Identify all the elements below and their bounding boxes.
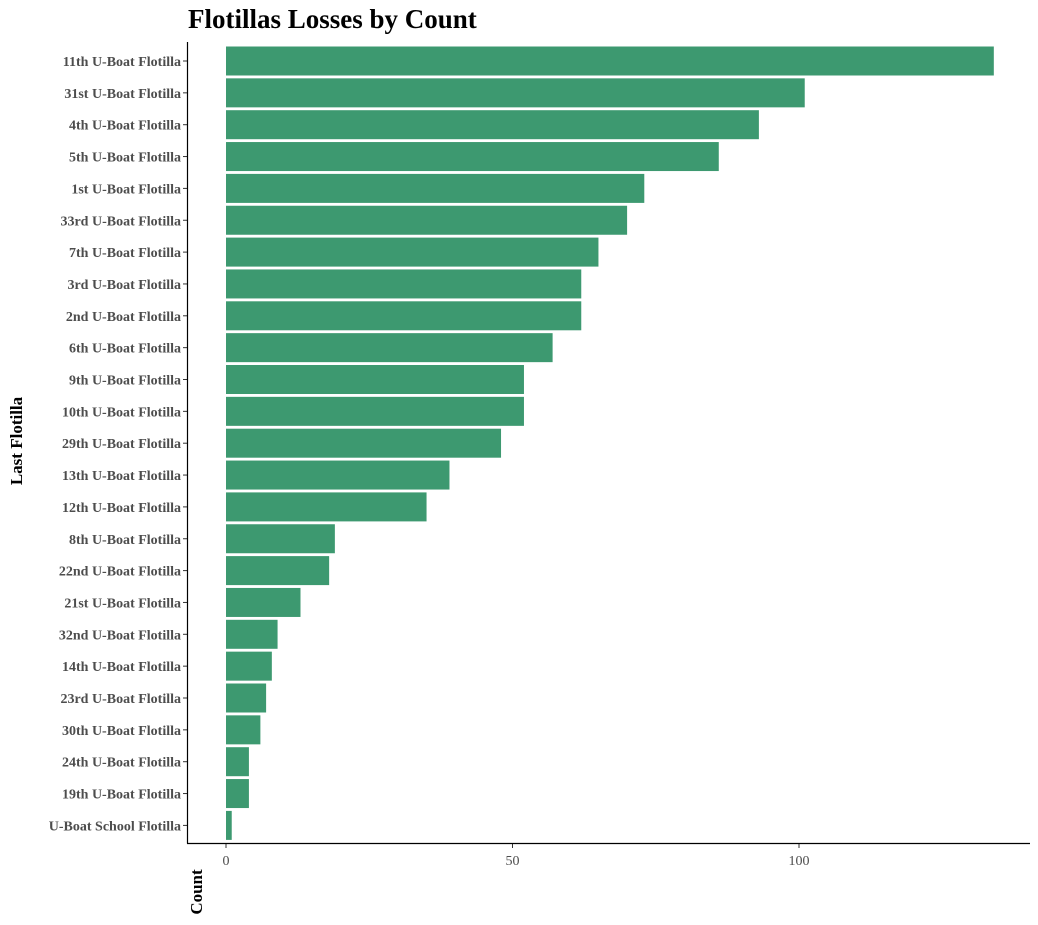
category-label: 31st U-Boat Flotilla: [64, 87, 181, 102]
category-label: 4th U-Boat Flotilla: [69, 119, 181, 134]
category-label: U-Boat School Flotilla: [49, 819, 181, 834]
category-label: 5th U-Boat Flotilla: [69, 151, 181, 166]
category-label: 21st U-Boat Flotilla: [64, 596, 181, 611]
bar-18: [226, 587, 301, 617]
category-label: 22nd U-Boat Flotilla: [59, 565, 181, 580]
bar-1: [226, 46, 994, 76]
bar-10: [226, 333, 553, 363]
bar-12: [226, 396, 524, 426]
bar-6: [226, 205, 628, 235]
category-label: 9th U-Boat Flotilla: [69, 374, 181, 389]
bar-17: [226, 556, 330, 586]
x-tick-label: 50: [506, 854, 520, 869]
bar-3: [226, 110, 759, 140]
category-label: 7th U-Boat Flotilla: [69, 246, 181, 261]
x-tick-label: 0: [223, 854, 230, 869]
bar-9: [226, 301, 582, 331]
category-label: 30th U-Boat Flotilla: [62, 724, 181, 739]
bar-23: [226, 747, 249, 777]
bar-4: [226, 142, 719, 172]
category-label: 10th U-Boat Flotilla: [62, 405, 181, 420]
category-label: 1st U-Boat Flotilla: [71, 182, 181, 197]
bar-5: [226, 173, 645, 203]
x-axis-title: Count: [187, 869, 206, 915]
bar-7: [226, 237, 599, 267]
category-label: 11th U-Boat Flotilla: [63, 55, 181, 70]
category-label: 32nd U-Boat Flotilla: [59, 628, 181, 643]
category-label: 23rd U-Boat Flotilla: [60, 692, 181, 707]
category-label: 33rd U-Boat Flotilla: [60, 214, 181, 229]
bar-22: [226, 715, 261, 745]
bar-19: [226, 619, 278, 649]
category-label: 3rd U-Boat Flotilla: [67, 278, 181, 293]
category-label: 19th U-Boat Flotilla: [62, 788, 181, 803]
category-label: 8th U-Boat Flotilla: [69, 533, 181, 548]
y-axis-title: Last Flotilla: [7, 396, 26, 485]
bars-group: [226, 46, 994, 840]
category-label: 6th U-Boat Flotilla: [69, 342, 181, 357]
category-label: 13th U-Boat Flotilla: [62, 469, 181, 484]
y-axis-ticks-group: [183, 60, 187, 826]
bar-13: [226, 428, 502, 458]
x-axis-ticks-group: 0 50 100: [223, 843, 810, 869]
category-label: 24th U-Boat Flotilla: [62, 756, 181, 771]
bar-11: [226, 365, 524, 394]
category-label: 12th U-Boat Flotilla: [62, 501, 181, 516]
chart-title: Flotillas Losses by Count: [188, 4, 477, 34]
category-labels-group: 11th U-Boat Flotilla 31st U-Boat Flotilla…: [49, 55, 181, 834]
bar-16: [226, 524, 335, 554]
bar-21: [226, 683, 267, 713]
bar-2: [226, 78, 805, 108]
bar-20: [226, 651, 272, 681]
category-label: 29th U-Boat Flotilla: [62, 437, 181, 452]
bar-14: [226, 460, 450, 490]
x-tick-label: 100: [789, 854, 810, 869]
bar-15: [226, 492, 427, 522]
category-label: 14th U-Boat Flotilla: [62, 660, 181, 675]
bar-25: [226, 810, 232, 840]
bar-24: [226, 779, 249, 809]
category-label: 2nd U-Boat Flotilla: [66, 310, 181, 325]
bar-8: [226, 269, 582, 299]
